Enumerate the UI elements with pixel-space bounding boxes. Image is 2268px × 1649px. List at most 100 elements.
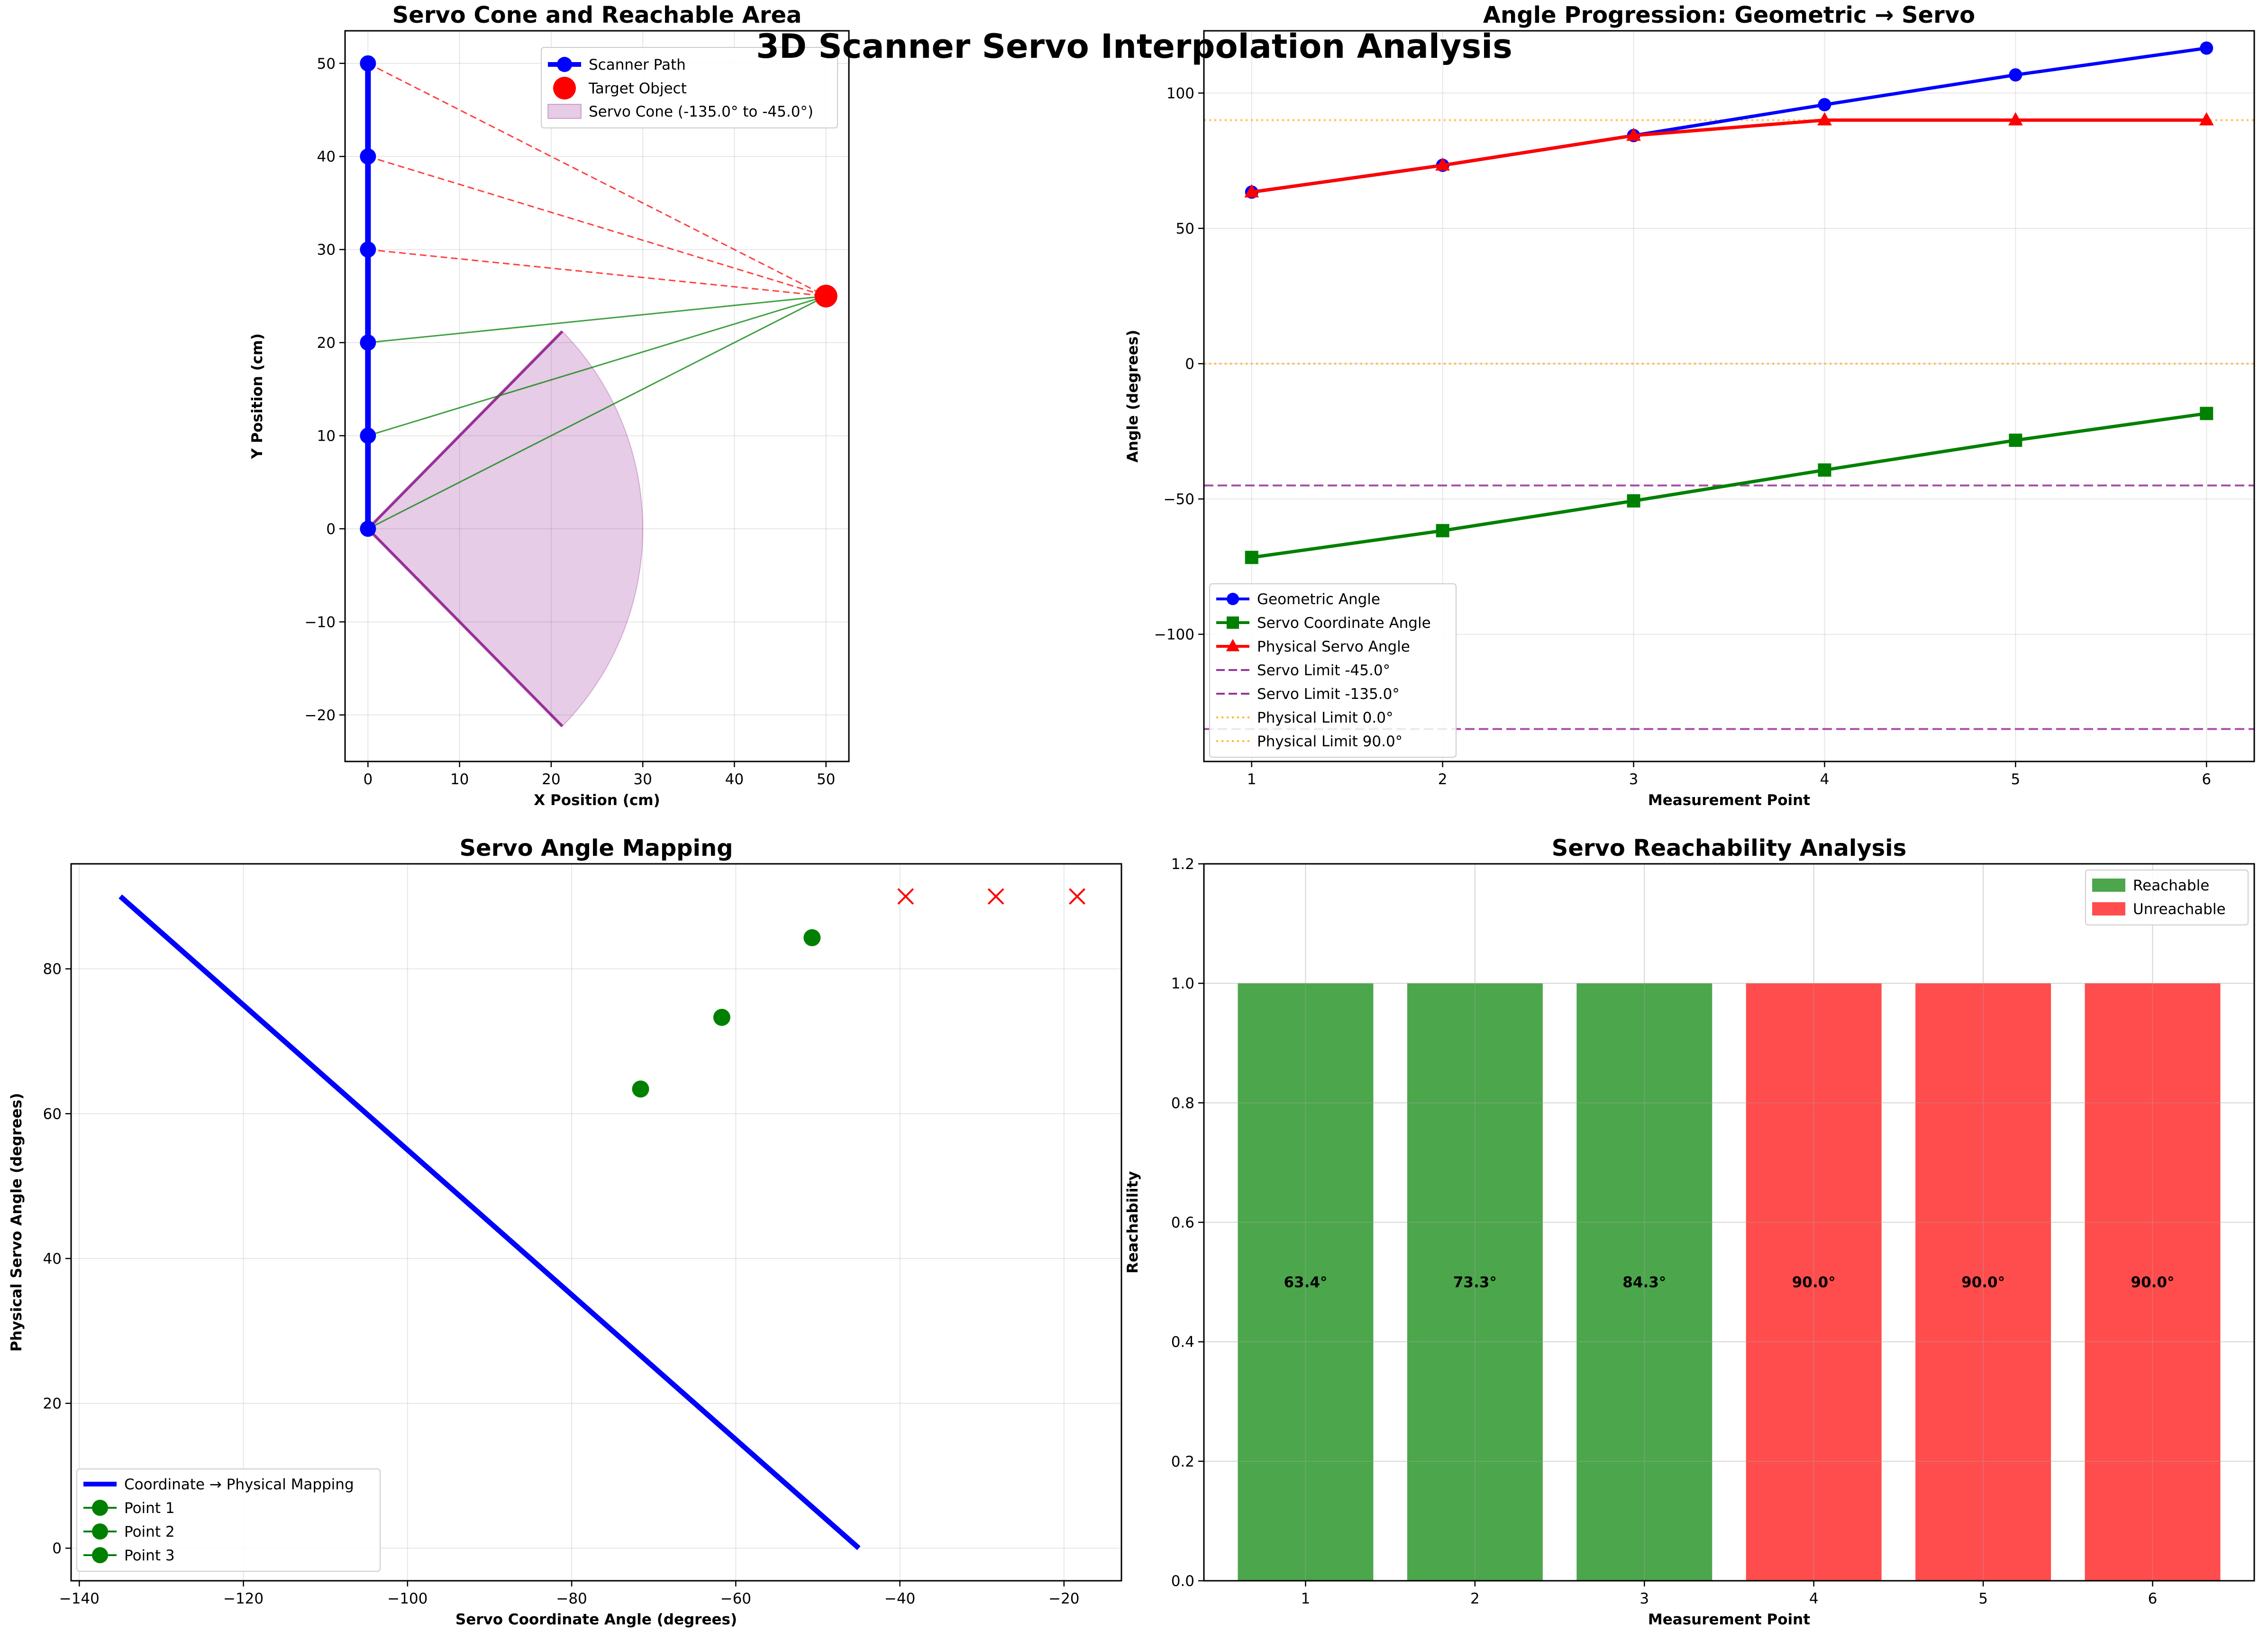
mapped-point-unreachable — [987, 888, 1004, 905]
y-tick-label: −50 — [1164, 491, 1194, 508]
x-tick-label: −80 — [556, 1590, 587, 1607]
legend-reference-label: Servo Limit -45.0° — [1257, 662, 1390, 679]
mapping-line — [118, 894, 861, 1550]
panel-servo-cone: 0 10 20 30 40 50 −20 −10 0 10 20 30 40 50 Servo Cone … — [249, 2, 850, 809]
panel-2-title: Angle Progression: Geometric → Servo — [1483, 2, 1975, 28]
y-tick-label: −10 — [305, 614, 336, 631]
panel-3-title: Servo Angle Mapping — [459, 835, 733, 861]
bar-reachable — [1576, 983, 1712, 1581]
x-tick-label: 2 — [1438, 771, 1448, 788]
legend-series-marker — [1227, 616, 1239, 629]
x-tick-label: 5 — [2011, 771, 2020, 788]
mapped-point-unreachable-stroke — [1069, 888, 1085, 905]
unreachable-ray — [367, 155, 827, 297]
series-point — [1436, 524, 1449, 537]
series-point — [2009, 434, 2022, 447]
y-tick-label: 50 — [1176, 220, 1194, 237]
legend-point-marker — [92, 1500, 108, 1516]
series-point — [2008, 112, 2023, 126]
legend-box — [76, 1468, 381, 1572]
scanner-path-point — [360, 55, 376, 72]
legend-label: Unreachable — [2133, 901, 2226, 918]
x-tick-label: 4 — [1820, 771, 1830, 788]
mapped-point-unreachable-stroke — [897, 888, 914, 905]
mapped-point-unreachable — [897, 888, 914, 905]
servo-cone-edge — [367, 330, 564, 530]
y-tick-label: 40 — [317, 148, 336, 165]
panel-angle-progression: 1 2 3 4 5 6 −100 −50 0 50 100 Angle Progression: G… — [1124, 2, 2255, 809]
legend-target-marker — [553, 77, 576, 100]
series-point — [1626, 127, 1641, 141]
legend-box — [1209, 583, 1457, 758]
x-tick-label: 30 — [633, 771, 652, 788]
scanner-path-point — [360, 335, 376, 351]
panel-4-xlabel: Measurement Point — [1648, 1611, 1810, 1628]
legend-point-marker — [92, 1523, 108, 1540]
legend-series-marker — [1226, 639, 1240, 652]
bar-angle-label: 73.3° — [1453, 1274, 1497, 1291]
panel-1-frame — [344, 30, 850, 762]
y-tick-label: 0 — [1185, 355, 1194, 372]
legend-series-label: Servo Coordinate Angle — [1257, 615, 1431, 632]
y-tick-label: −100 — [1154, 626, 1194, 643]
mapped-point-reachable — [713, 1008, 730, 1026]
series-point — [2200, 41, 2213, 55]
panel-1-xlabel: X Position (cm) — [534, 792, 660, 809]
legend-swatch — [2092, 902, 2125, 915]
panel-1-legend: Scanner Path Target Object Servo Cone (-13… — [541, 47, 838, 128]
y-tick-label: 0 — [52, 1540, 62, 1557]
legend-box — [541, 47, 838, 128]
series-point — [1244, 184, 1259, 198]
y-tick-label: 0.6 — [1171, 1214, 1194, 1232]
series-point — [2199, 112, 2214, 126]
x-tick-label: 1 — [1301, 1590, 1311, 1607]
x-tick-label: 5 — [1978, 1590, 1988, 1607]
y-tick-label: 1.2 — [1171, 856, 1194, 873]
x-tick-label: 20 — [542, 771, 560, 788]
legend-point-marker — [92, 1547, 108, 1563]
x-tick-label: 2 — [1470, 1590, 1480, 1607]
panel-reachability: 63.4° 73.3° 84.3° 90.0° 90.0° 90.0° 1 2 3 4 5 6 0.0… — [1124, 835, 2255, 1628]
x-tick-label: 4 — [1809, 1590, 1819, 1607]
series-point — [2200, 407, 2213, 420]
y-tick-label: 50 — [317, 55, 336, 72]
x-tick-label: 6 — [2148, 1590, 2158, 1607]
x-tick-label: 6 — [2202, 771, 2211, 788]
y-tick-label: 0 — [326, 521, 336, 538]
panel-4-frame — [1203, 863, 2255, 1582]
legend-point-label: Point 3 — [124, 1547, 175, 1564]
y-tick-label: 40 — [43, 1250, 62, 1268]
y-tick-label: 20 — [43, 1395, 62, 1413]
series-point — [1818, 463, 1831, 477]
bar-angle-label: 90.0° — [2131, 1274, 2175, 1291]
x-tick-label: 1 — [1247, 771, 1257, 788]
panel-2-frame — [1203, 30, 2255, 762]
x-tick-label: 3 — [1640, 1590, 1649, 1607]
target-object-point — [814, 284, 838, 308]
y-tick-label: 0.0 — [1171, 1573, 1194, 1590]
series-point — [1817, 112, 1832, 126]
reachable-ray — [367, 295, 827, 436]
panel-3-xlabel: Servo Coordinate Angle (degrees) — [455, 1611, 737, 1628]
legend-series-marker — [1227, 593, 1239, 605]
bar-unreachable — [1915, 983, 2051, 1581]
y-tick-label: 80 — [43, 961, 62, 978]
panel-servo-angle-mapping: −140 −120 −100 −80 −60 −40 −20 0 20 40 60 80 Servo … — [8, 835, 1122, 1628]
panel-3-legend: Coordinate → Physical Mapping Point 1 Poin… — [76, 1468, 381, 1572]
legend-target-label: Target Object — [588, 80, 687, 97]
x-tick-label: 40 — [725, 771, 744, 788]
legend-mapping-label: Coordinate → Physical Mapping — [124, 1476, 354, 1493]
x-tick-label: −20 — [1048, 1590, 1079, 1607]
panel-3-frame — [70, 863, 1122, 1582]
panel-1-grid — [345, 31, 849, 761]
legend-point-label: Point 1 — [124, 1500, 175, 1517]
panel-4-plot: 63.4° 73.3° 84.3° 90.0° 90.0° 90.0° — [1204, 863, 2254, 1581]
mapped-point-unreachable — [1069, 888, 1085, 905]
legend-reference-label: Servo Limit -135.0° — [1257, 686, 1400, 703]
panel-3-plot — [118, 888, 1085, 1550]
x-tick-label: −100 — [387, 1590, 428, 1607]
bar-angle-label: 84.3° — [1622, 1274, 1666, 1291]
panel-1-title: Servo Cone and Reachable Area — [392, 2, 802, 28]
